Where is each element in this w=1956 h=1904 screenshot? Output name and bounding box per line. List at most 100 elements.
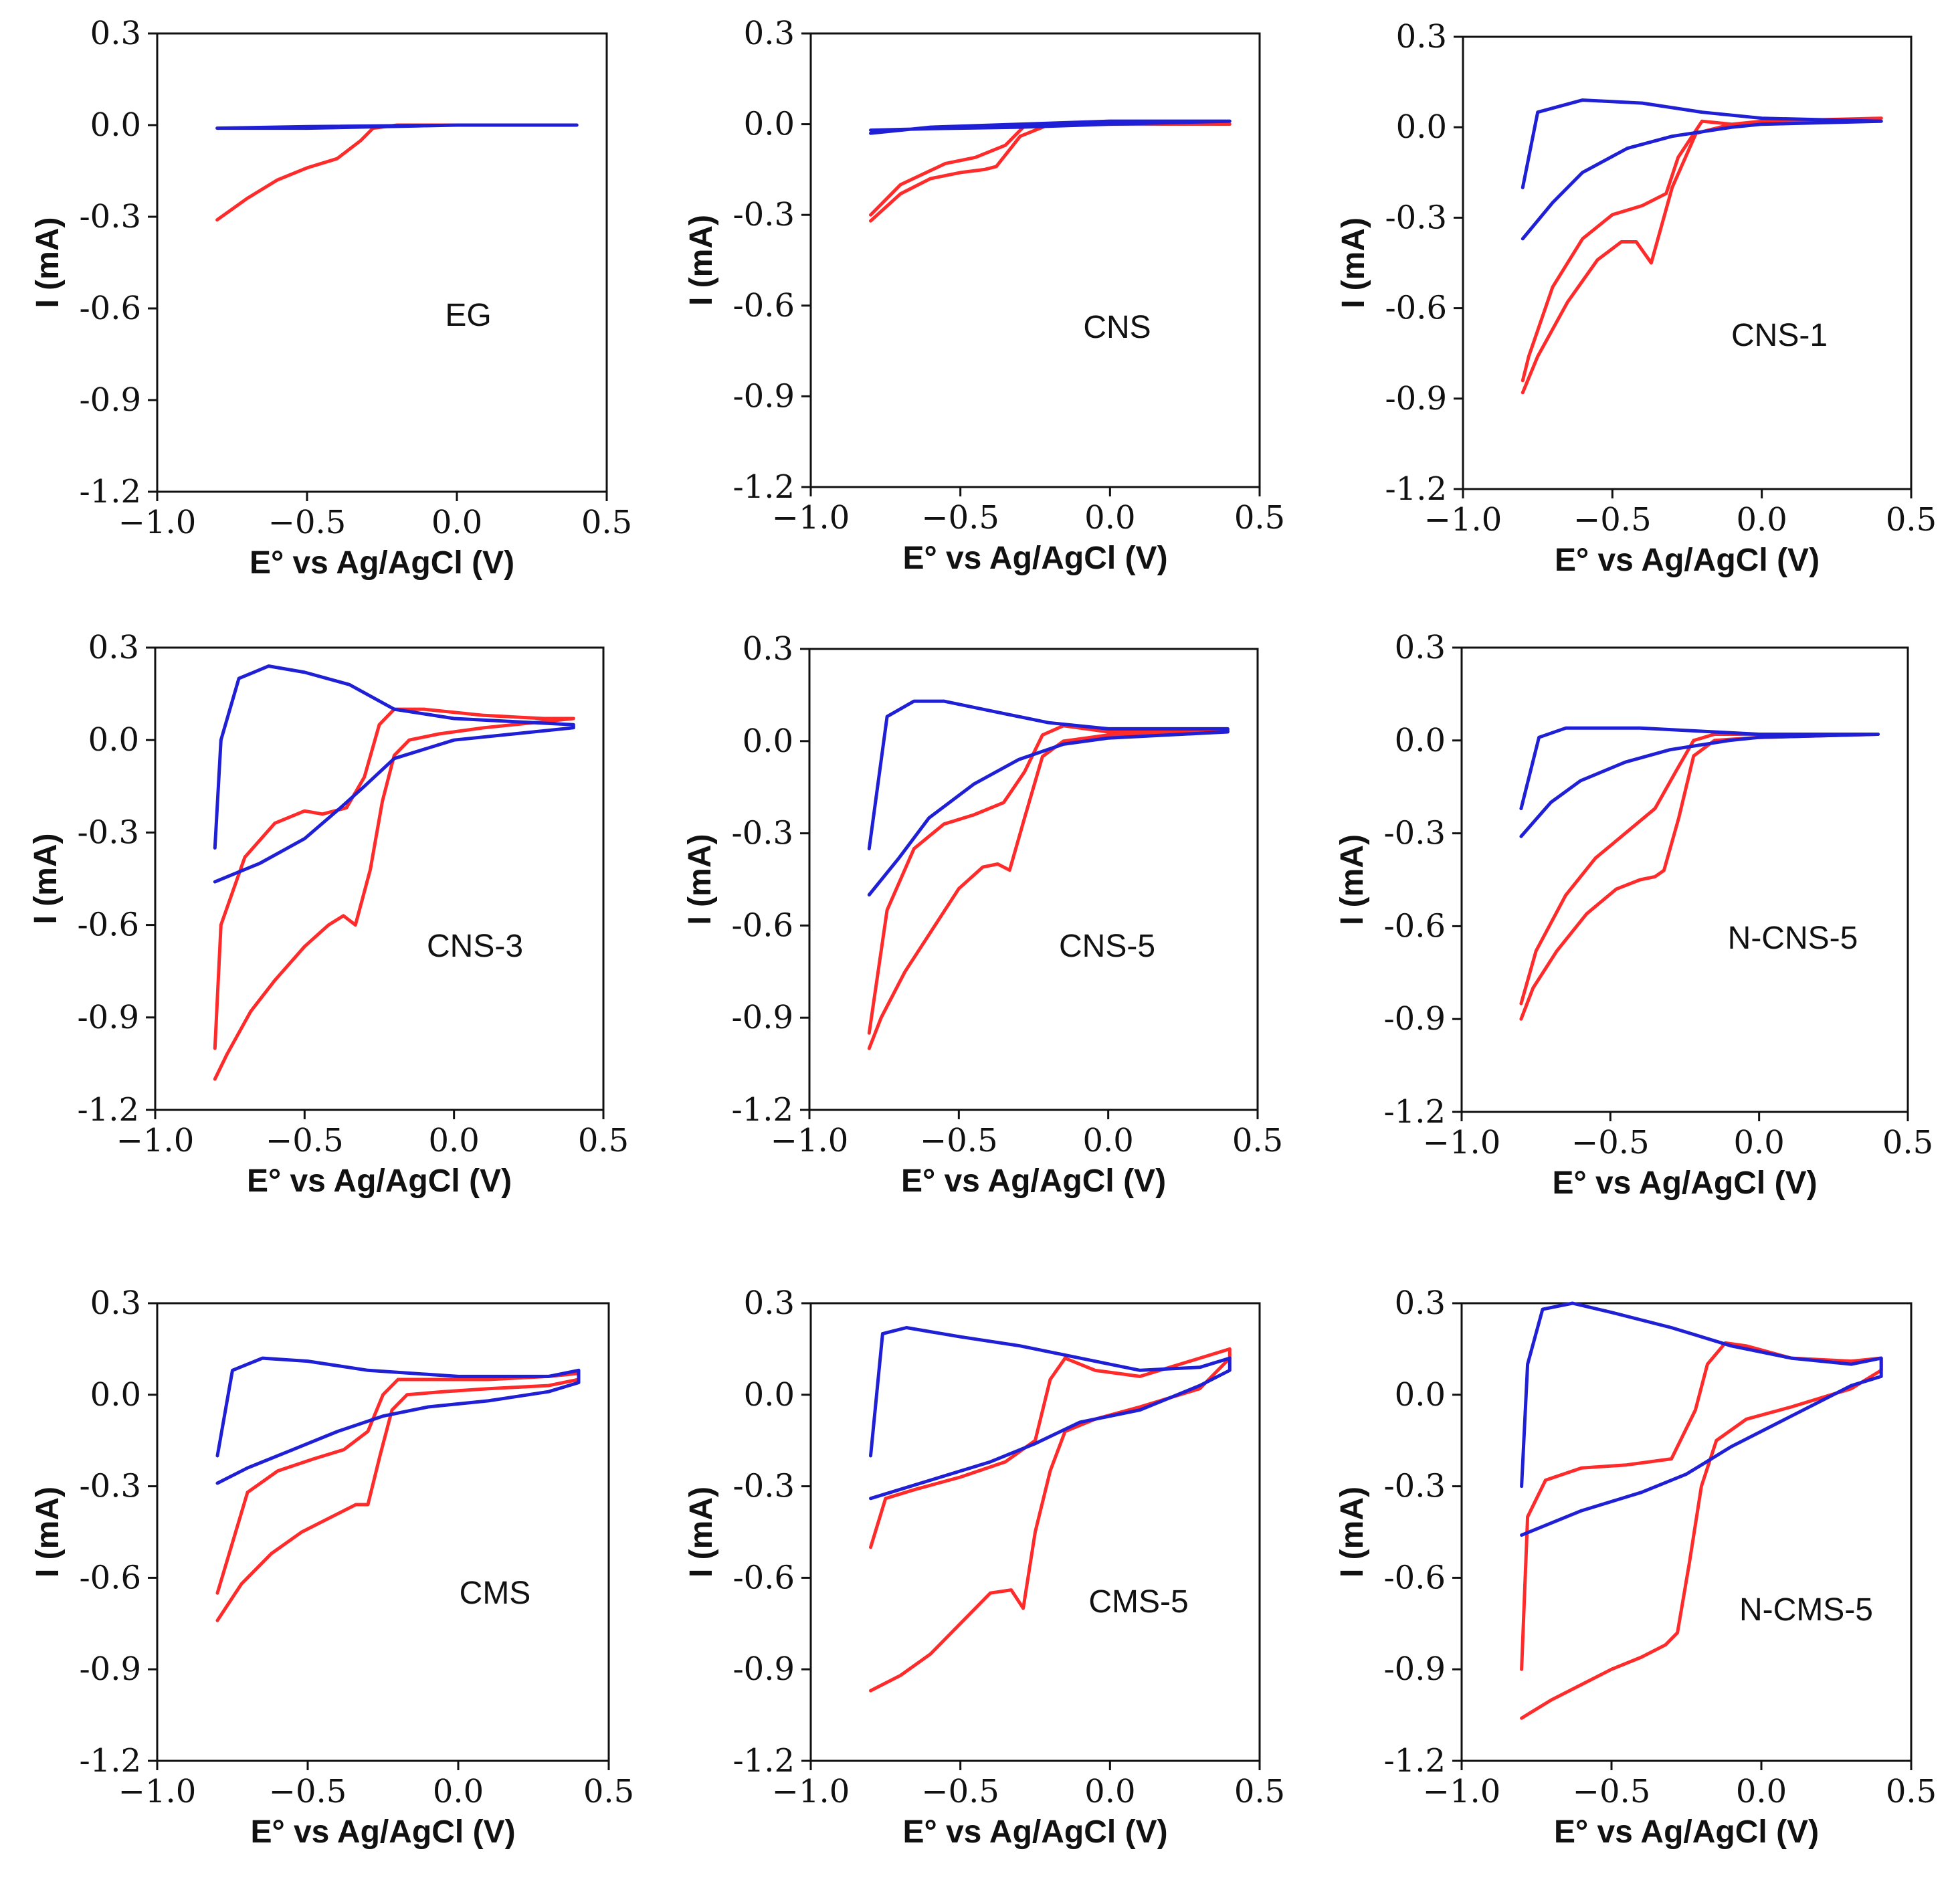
cv-panel-4: −1.0 −0.5 0.0 0.5 0.3 0.0 -0.3 -0.6 -0.9 -1.2 E° v… bbox=[28, 629, 629, 1199]
x-tick-label: 0.0 bbox=[431, 504, 482, 541]
y-tick-label: -1.2 bbox=[732, 1742, 795, 1780]
y-tick-label: 0.3 bbox=[1395, 629, 1446, 666]
x-tick-label: −0.5 bbox=[269, 1773, 347, 1810]
y-tick-label: -0.3 bbox=[77, 814, 139, 851]
plot-frame bbox=[808, 648, 1259, 1111]
x-axis-label: E° vs Ag/AgCl (V) bbox=[250, 1814, 515, 1850]
y-tick-label: -0.6 bbox=[732, 1559, 795, 1596]
y-axis-label: I (mA) bbox=[684, 1487, 719, 1578]
y-tick-label: -1.2 bbox=[1383, 1742, 1446, 1780]
x-tick-label: −0.5 bbox=[921, 1773, 999, 1810]
y-tick-label: 0.3 bbox=[88, 629, 139, 666]
y-tick-label: -1.2 bbox=[79, 473, 141, 510]
series-blue bbox=[215, 123, 579, 130]
x-axis-label: E° vs Ag/AgCl (V) bbox=[250, 545, 514, 581]
y-tick-label: -1.2 bbox=[1385, 470, 1447, 508]
x-tick-label: 0.0 bbox=[1736, 501, 1787, 539]
y-tick-label: -0.6 bbox=[77, 907, 139, 944]
y-tick-label: -0.3 bbox=[1383, 1468, 1446, 1505]
y-tick-label: 0.3 bbox=[1396, 18, 1447, 56]
sample-label: CMS bbox=[460, 1576, 531, 1611]
series-blue bbox=[215, 1356, 581, 1485]
y-tick-label: -0.3 bbox=[732, 196, 795, 233]
x-axis-label: E° vs Ag/AgCl (V) bbox=[247, 1163, 512, 1199]
y-tick-label: -0.3 bbox=[1385, 199, 1447, 236]
y-tick-label: -0.9 bbox=[79, 1650, 141, 1688]
y-tick-label: -1.2 bbox=[77, 1091, 139, 1129]
y-tick-label: -0.9 bbox=[732, 1650, 795, 1688]
plot-frame bbox=[1460, 646, 1909, 1113]
series-blue bbox=[213, 664, 575, 884]
y-tick-label: -0.6 bbox=[79, 290, 141, 327]
cv-panel-9: −1.0 −0.5 0.0 0.5 0.3 0.0 -0.3 -0.6 -0.9 -1.2 E° v… bbox=[1335, 1284, 1937, 1850]
x-tick-label: −1.0 bbox=[1423, 1773, 1501, 1810]
plot-frame bbox=[1460, 1302, 1913, 1762]
sample-label: CMS-5 bbox=[1088, 1584, 1188, 1620]
cv-panel-1: −1.0 −0.5 0.0 0.5 0.3 0.0 -0.3 -0.6 -0.9 -1.2 E° v… bbox=[30, 15, 632, 581]
y-tick-label: 0.0 bbox=[1395, 722, 1446, 759]
x-tick-label: −1.0 bbox=[118, 1773, 197, 1810]
y-tick-label: -0.9 bbox=[1383, 1000, 1446, 1038]
y-axis-label: I (mA) bbox=[682, 834, 718, 925]
x-tick-label: −1.0 bbox=[1424, 501, 1502, 539]
x-tick-label: 0.5 bbox=[581, 504, 632, 541]
series-red bbox=[215, 123, 579, 222]
x-tick-label: 0.0 bbox=[1736, 1773, 1787, 1810]
x-tick-label: 0.5 bbox=[1234, 1773, 1285, 1810]
x-tick-label: −1.0 bbox=[772, 1773, 850, 1810]
y-tick-label: -1.2 bbox=[732, 468, 795, 506]
plot-frame bbox=[809, 1302, 1261, 1762]
sample-label: CNS bbox=[1083, 310, 1151, 345]
series-red bbox=[213, 707, 575, 1081]
x-tick-label: −1.0 bbox=[116, 1122, 195, 1159]
series-red bbox=[869, 1347, 1232, 1693]
sample-label: N-CNS-5 bbox=[1728, 921, 1858, 956]
x-tick-label: −1.0 bbox=[118, 504, 197, 541]
y-tick-label: 0.3 bbox=[744, 15, 795, 52]
x-tick-label: −0.5 bbox=[920, 1122, 998, 1159]
series-red bbox=[1519, 733, 1880, 1021]
series-red bbox=[1521, 116, 1883, 395]
y-tick-label: -0.3 bbox=[79, 1468, 141, 1505]
y-tick-label: -0.6 bbox=[732, 287, 795, 324]
y-tick-label: -0.6 bbox=[79, 1559, 141, 1596]
x-tick-label: −0.5 bbox=[921, 499, 999, 537]
series-blue bbox=[869, 119, 1232, 135]
series-blue bbox=[1520, 1301, 1883, 1537]
y-tick-label: -1.2 bbox=[731, 1091, 793, 1129]
cv-panel-5: −1.0 −0.5 0.0 0.5 0.3 0.0 -0.3 -0.6 -0.9 -1.2 E° v… bbox=[682, 630, 1283, 1199]
sample-label: CNS-1 bbox=[1731, 318, 1828, 353]
y-tick-label: 0.3 bbox=[743, 630, 793, 668]
x-axis-label: E° vs Ag/AgCl (V) bbox=[902, 1814, 1167, 1850]
x-tick-label: −0.5 bbox=[268, 504, 347, 541]
y-tick-label: -0.6 bbox=[1383, 1559, 1446, 1596]
series-red bbox=[867, 724, 1230, 1050]
series-blue bbox=[1521, 98, 1883, 241]
y-tick-label: 0.3 bbox=[744, 1284, 795, 1322]
y-tick-label: 0.0 bbox=[1396, 108, 1447, 146]
y-axis-label: I (mA) bbox=[28, 834, 64, 925]
y-tick-label: 0.0 bbox=[1395, 1376, 1446, 1414]
y-axis-label: I (mA) bbox=[1335, 834, 1370, 925]
x-axis-label: E° vs Ag/AgCl (V) bbox=[1555, 543, 1820, 578]
y-tick-label: -0.9 bbox=[1385, 380, 1447, 417]
y-tick-label: 0.0 bbox=[743, 723, 793, 760]
y-tick-label: -1.2 bbox=[1383, 1093, 1446, 1131]
x-axis-label: E° vs Ag/AgCl (V) bbox=[1552, 1165, 1817, 1201]
y-tick-label: 0.3 bbox=[90, 15, 141, 52]
plot-frame bbox=[156, 1302, 610, 1762]
y-tick-label: -0.6 bbox=[1383, 907, 1446, 945]
y-tick-label: -0.9 bbox=[1383, 1650, 1446, 1688]
x-tick-label: 0.5 bbox=[583, 1773, 634, 1810]
x-axis-label: E° vs Ag/AgCl (V) bbox=[902, 541, 1167, 576]
y-axis-label: I (mA) bbox=[30, 1487, 66, 1578]
x-tick-label: 0.5 bbox=[1886, 501, 1937, 539]
y-axis-label: I (mA) bbox=[30, 217, 66, 308]
y-tick-label: -0.9 bbox=[77, 999, 139, 1036]
x-tick-label: −0.5 bbox=[1571, 1124, 1650, 1161]
y-tick-label: 0.0 bbox=[744, 1376, 795, 1414]
x-tick-label: −0.5 bbox=[266, 1122, 344, 1159]
y-tick-label: 0.0 bbox=[90, 106, 141, 144]
y-tick-label: 0.0 bbox=[88, 721, 139, 759]
